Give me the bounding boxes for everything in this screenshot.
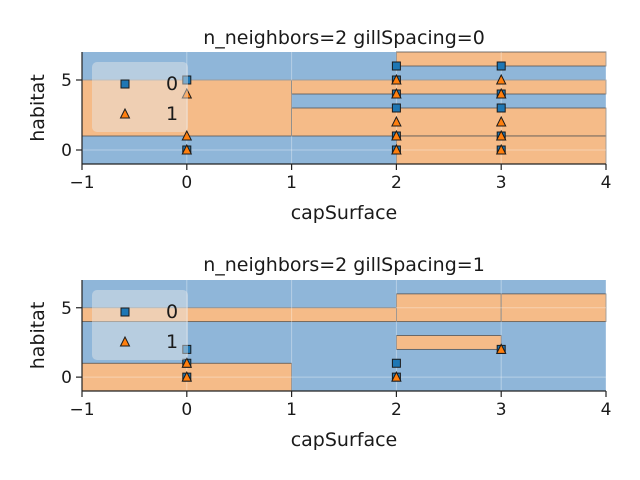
data-point-class-0 [391,61,401,71]
data-point-class-1 [181,371,193,382]
legend-bottom: 0 1 [92,290,188,360]
data-point-class-1 [495,115,507,127]
chart-title-top: n_neighbors=2 gillSpacing=0 [203,27,485,49]
data-point-class-1 [391,371,402,382]
y-axis-label-top: habitat [27,74,49,142]
x-tick-label: 4 [601,173,612,193]
data-point-class-1 [391,87,402,99]
data-point-class-1 [391,129,402,141]
legend-box [92,290,188,360]
subplot-bottom: −1 0 1 2 3 4 0 5 n_neighbors=2 gillSpacing=1 ca… [27,254,611,451]
x-tick-label: 1 [286,173,297,193]
data-points-bottom [181,343,507,382]
data-point-class-0 [496,61,506,71]
x-tick-label: 4 [601,400,612,420]
x-tick-label: 2 [391,173,402,193]
data-point-class-1 [495,129,507,141]
legend-square-marker [120,79,130,89]
chart-title-bottom: n_neighbors=2 gillSpacing=1 [203,254,485,276]
data-point-class-1 [181,357,193,368]
region-class-1 [500,293,607,323]
region-class-1 [291,107,607,137]
data-point-class-1 [391,115,402,127]
legend-triangle-marker [119,335,131,347]
legend-label-1: 1 [166,103,178,125]
data-points-top [181,61,507,155]
region-class-1 [395,293,502,323]
data-point-class-0 [496,103,506,113]
x-tick-label: −1 [69,400,94,420]
x-tick-label: 1 [286,400,297,420]
legend-top: 0 1 [92,62,188,132]
x-axis-label-bottom: capSurface [291,429,398,451]
y-tick-label: 5 [61,71,72,91]
x-tick-label: 3 [496,173,507,193]
x-tick-label: 3 [496,400,507,420]
axes-bottom: −1 0 1 2 3 4 0 5 [61,280,611,420]
x-tick-label: 0 [181,173,192,193]
axes-top: −1 0 1 2 3 4 0 5 [61,52,611,193]
legend-label-1: 1 [166,331,178,353]
y-tick-label: 0 [61,368,72,388]
legend-square-marker [120,307,130,317]
y-axis-label-bottom: habitat [27,302,49,370]
data-point-class-0 [182,344,192,354]
legend-triangle-marker [119,107,131,119]
legend-box [92,62,188,132]
x-axis-label-top: capSurface [291,202,398,224]
data-point-class-1 [495,343,507,354]
region-class-1 [291,79,607,95]
data-point-class-1 [495,87,507,99]
data-point-class-1 [391,143,402,155]
region-class-1 [395,335,502,350]
data-point-class-1 [181,143,193,155]
data-point-class-1 [181,129,193,141]
data-point-class-0 [391,358,401,368]
data-point-class-1 [495,73,507,85]
subplot-top: −1 0 1 2 3 4 0 5 n_neighbors=2 gillSpacing=0 ca… [27,27,611,224]
data-point-class-0 [391,103,401,113]
data-point-class-1 [495,143,507,155]
data-point-class-1 [391,73,402,85]
x-tick-label: 0 [181,400,192,420]
x-tick-label: 2 [391,400,402,420]
x-tick-label: −1 [69,173,94,193]
data-point-class-0 [182,75,192,85]
legend-label-0: 0 [166,301,178,323]
legend-label-0: 0 [166,73,178,95]
data-point-class-1 [181,87,193,99]
y-tick-label: 5 [61,299,72,319]
y-tick-label: 0 [61,141,72,161]
